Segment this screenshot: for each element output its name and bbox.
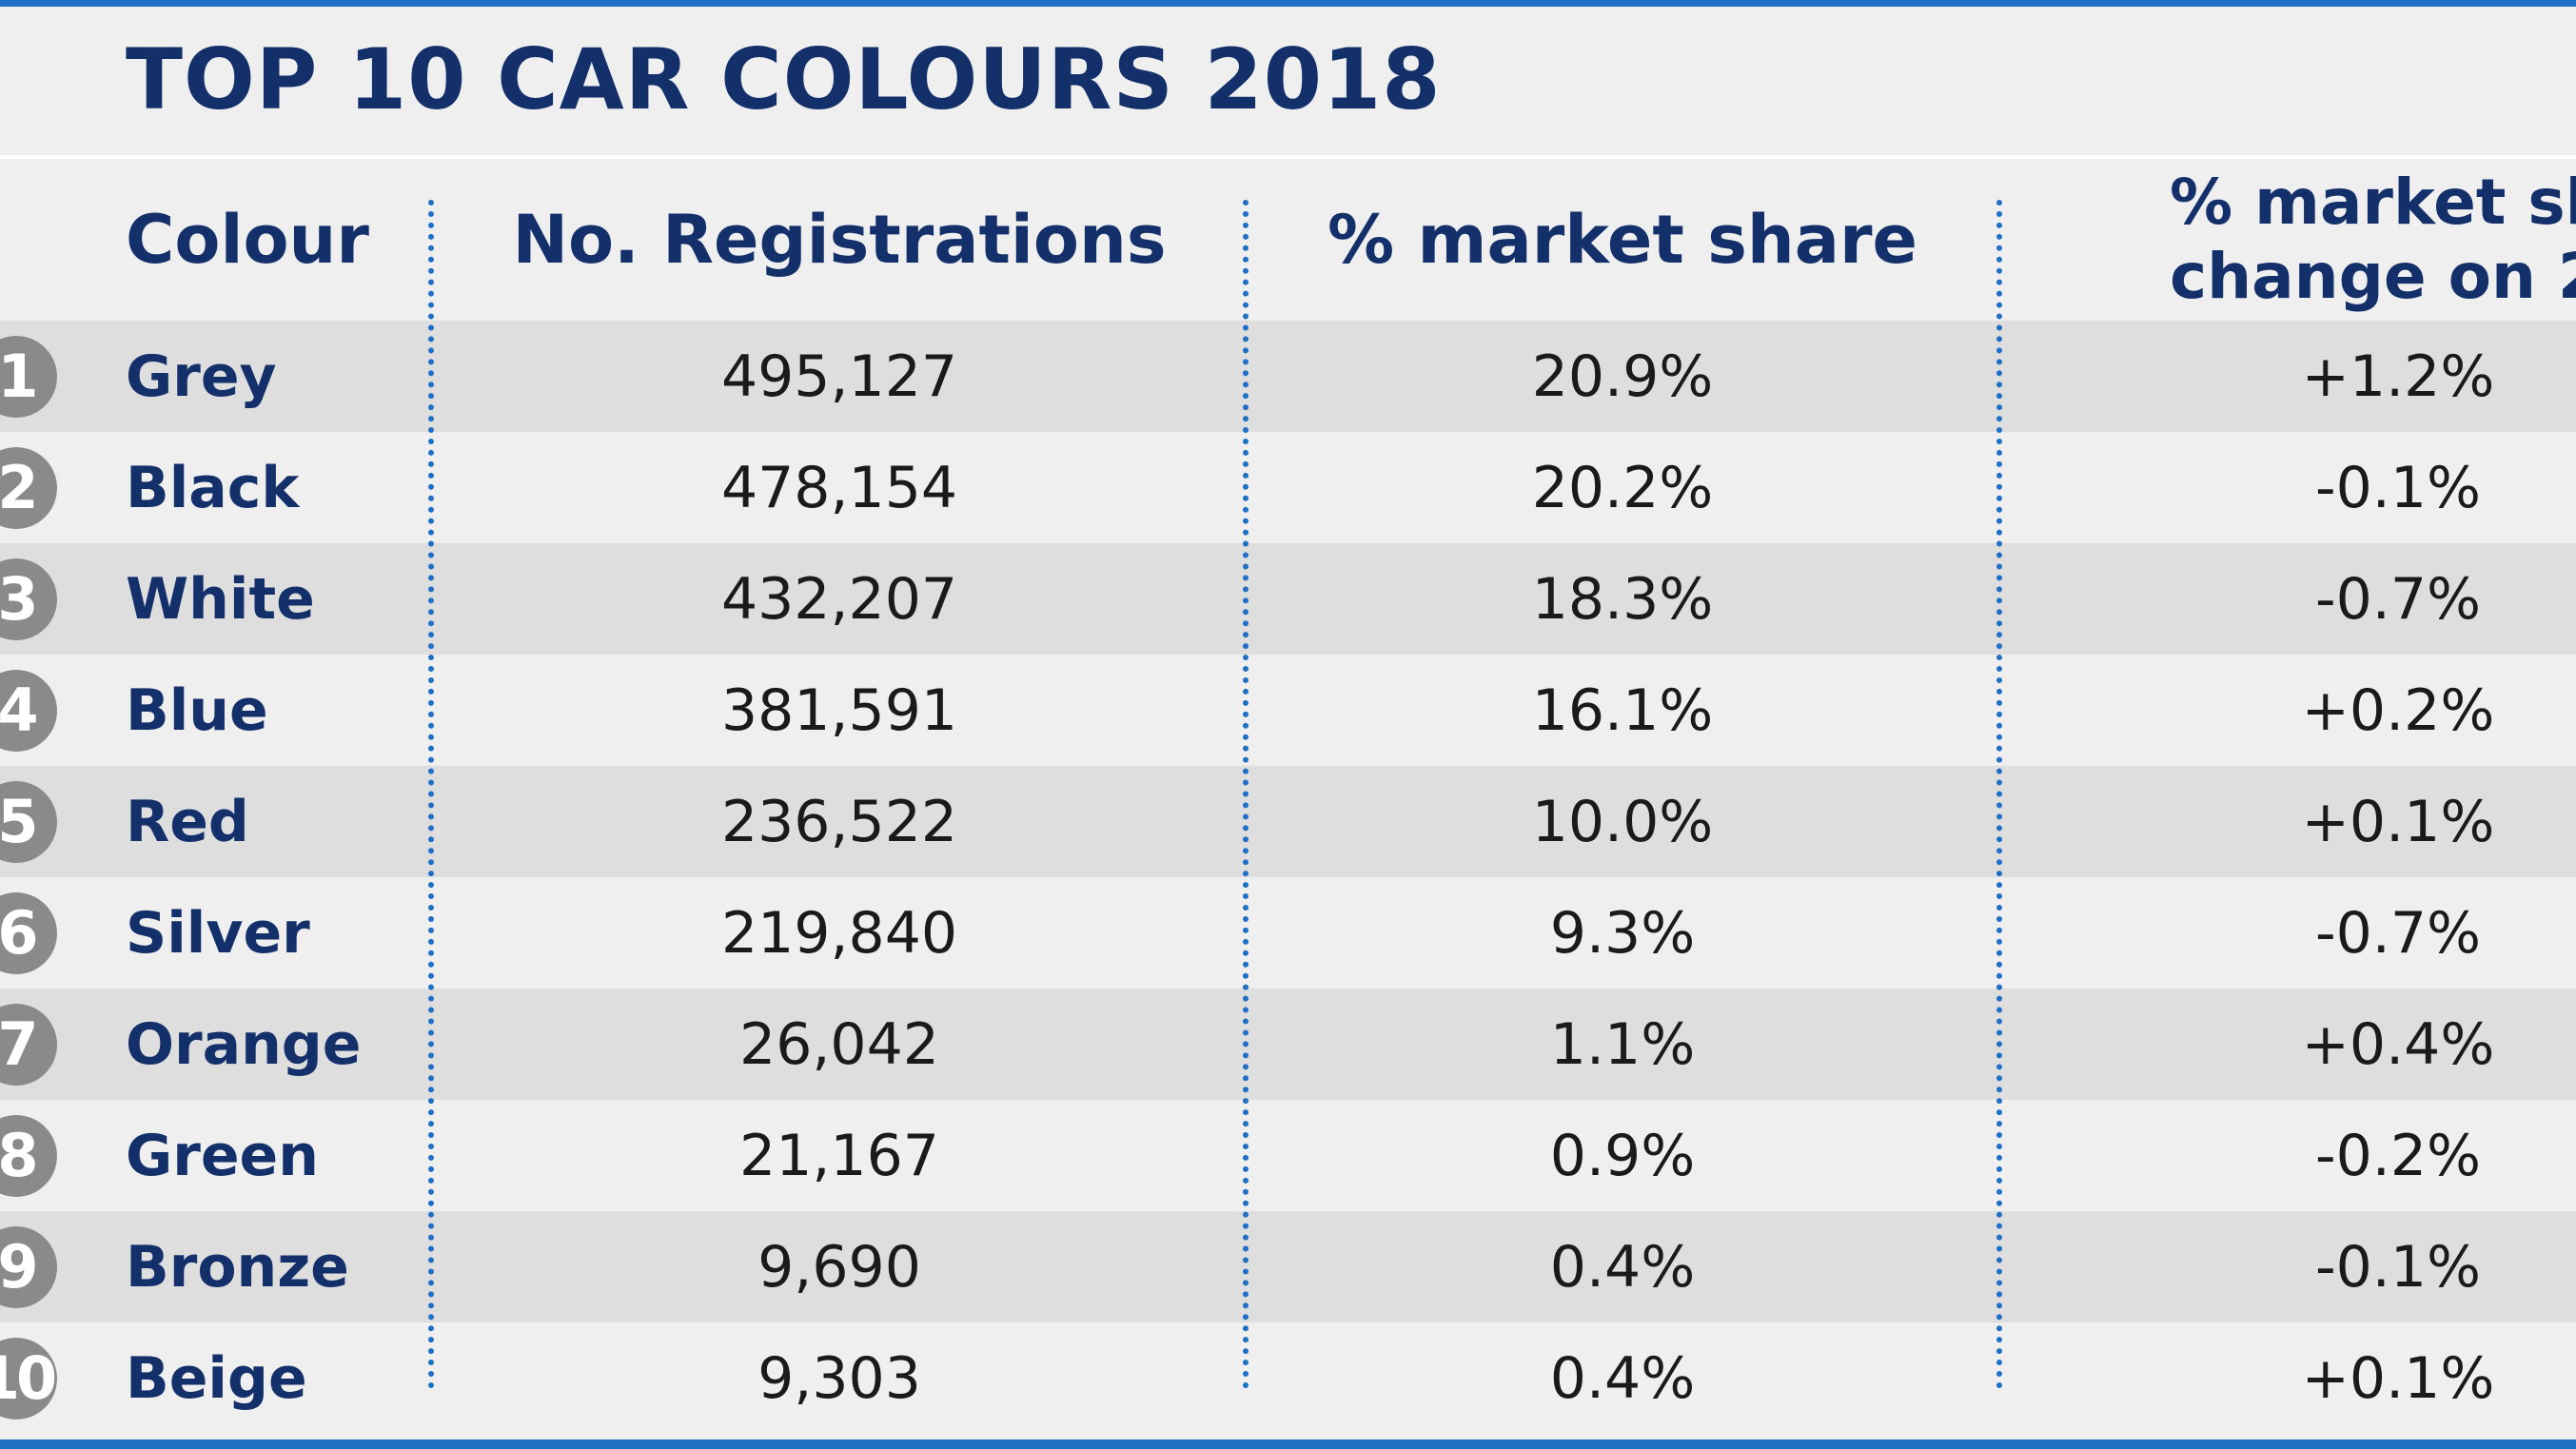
registrations-cell: 236,522 [720,788,958,855]
registrations-cell: 9,690 [757,1233,921,1301]
colour-cell: White [126,565,315,633]
table-row: 9 Bronze 9,690 0.4% -0.1% [0,1211,2576,1322]
market-share-cell: 9.3% [1549,899,1696,967]
share-change-cell: +0.4% [2301,1010,2495,1078]
market-share-cell: 20.2% [1531,454,1714,521]
registrations-cell: 432,207 [720,565,958,633]
colour-cell: Bronze [126,1233,349,1301]
column-divider-2 [1243,200,1249,1389]
rank-badge: 7 [0,1003,57,1086]
header-market-share: % market share [1327,201,1917,279]
registrations-cell: 495,127 [720,343,958,410]
registrations-cell: 26,042 [739,1010,939,1078]
rank-badge: 10 [0,1337,57,1420]
table-row: 1 Grey 495,127 20.9% +1.2% [0,321,2576,432]
rank-badge: 9 [0,1225,57,1308]
column-divider-3 [1996,200,2002,1389]
rank-badge: 3 [0,558,57,640]
share-change-cell: -0.1% [2314,454,2482,521]
market-share-cell: 16.1% [1531,676,1714,744]
colour-cell: Green [126,1122,319,1189]
share-change-cell: +1.2% [2301,343,2495,410]
colour-cell: Red [126,788,249,855]
colour-cell: Beige [126,1344,307,1412]
rank-badge: 8 [0,1114,57,1197]
share-change-cell: -0.2% [2314,1122,2482,1189]
table-row: 6 Silver 219,840 9.3% -0.7% [0,877,2576,989]
market-share-cell: 0.4% [1549,1344,1696,1412]
title-divider [0,155,2576,159]
market-share-cell: 0.4% [1549,1233,1696,1301]
market-share-cell: 20.9% [1531,343,1714,410]
colour-cell: Orange [126,1010,362,1078]
market-share-cell: 0.9% [1549,1122,1696,1189]
share-change-cell: -0.7% [2314,565,2482,633]
market-share-cell: 10.0% [1531,788,1714,855]
registrations-cell: 21,167 [739,1122,939,1189]
table-row: 5 Red 236,522 10.0% +0.1% [0,766,2576,877]
top-rule [0,0,2576,7]
market-share-cell: 18.3% [1531,565,1714,633]
share-change-cell: +0.2% [2301,676,2495,744]
registrations-cell: 478,154 [720,454,958,521]
rank-badge: 5 [0,780,57,863]
table-row: 10 Beige 9,303 0.4% +0.1% [0,1322,2576,1434]
share-change-cell: +0.1% [2301,1344,2495,1412]
table-row: 7 Orange 26,042 1.1% +0.4% [0,989,2576,1100]
bottom-rule [0,1439,2576,1449]
column-divider-1 [428,200,434,1389]
table-row: 3 White 432,207 18.3% -0.7% [0,543,2576,655]
registrations-cell: 381,591 [720,676,958,744]
table-row: 4 Blue 381,591 16.1% +0.2% [0,655,2576,766]
header-share-change-line2: change on 2017 [2170,240,2576,313]
colour-cell: Blue [126,676,268,744]
rank-badge: 6 [0,891,57,974]
registrations-cell: 219,840 [720,899,958,967]
table-row: 2 Black 478,154 20.2% -0.1% [0,432,2576,543]
share-change-cell: -0.1% [2314,1233,2482,1301]
header-colour: Colour [126,201,369,279]
rank-badge: 4 [0,669,57,752]
header-share-change-line1: % market share [2170,166,2576,239]
colour-cell: Grey [126,343,277,410]
registrations-cell: 9,303 [757,1344,921,1412]
colour-cell: Black [126,454,300,521]
header-registrations: No. Registrations [512,201,1167,279]
share-change-cell: -0.7% [2314,899,2482,967]
share-change-cell: +0.1% [2301,788,2495,855]
rank-badge: 1 [0,335,57,418]
rank-badge: 2 [0,446,57,529]
header-share-change: % market share change on 2017 [2170,164,2576,316]
table-row: 8 Green 21,167 0.9% -0.2% [0,1100,2576,1211]
market-share-cell: 1.1% [1549,1010,1696,1078]
page-title: TOP 10 CAR COLOURS 2018 [126,30,1442,128]
colour-cell: Silver [126,899,310,967]
